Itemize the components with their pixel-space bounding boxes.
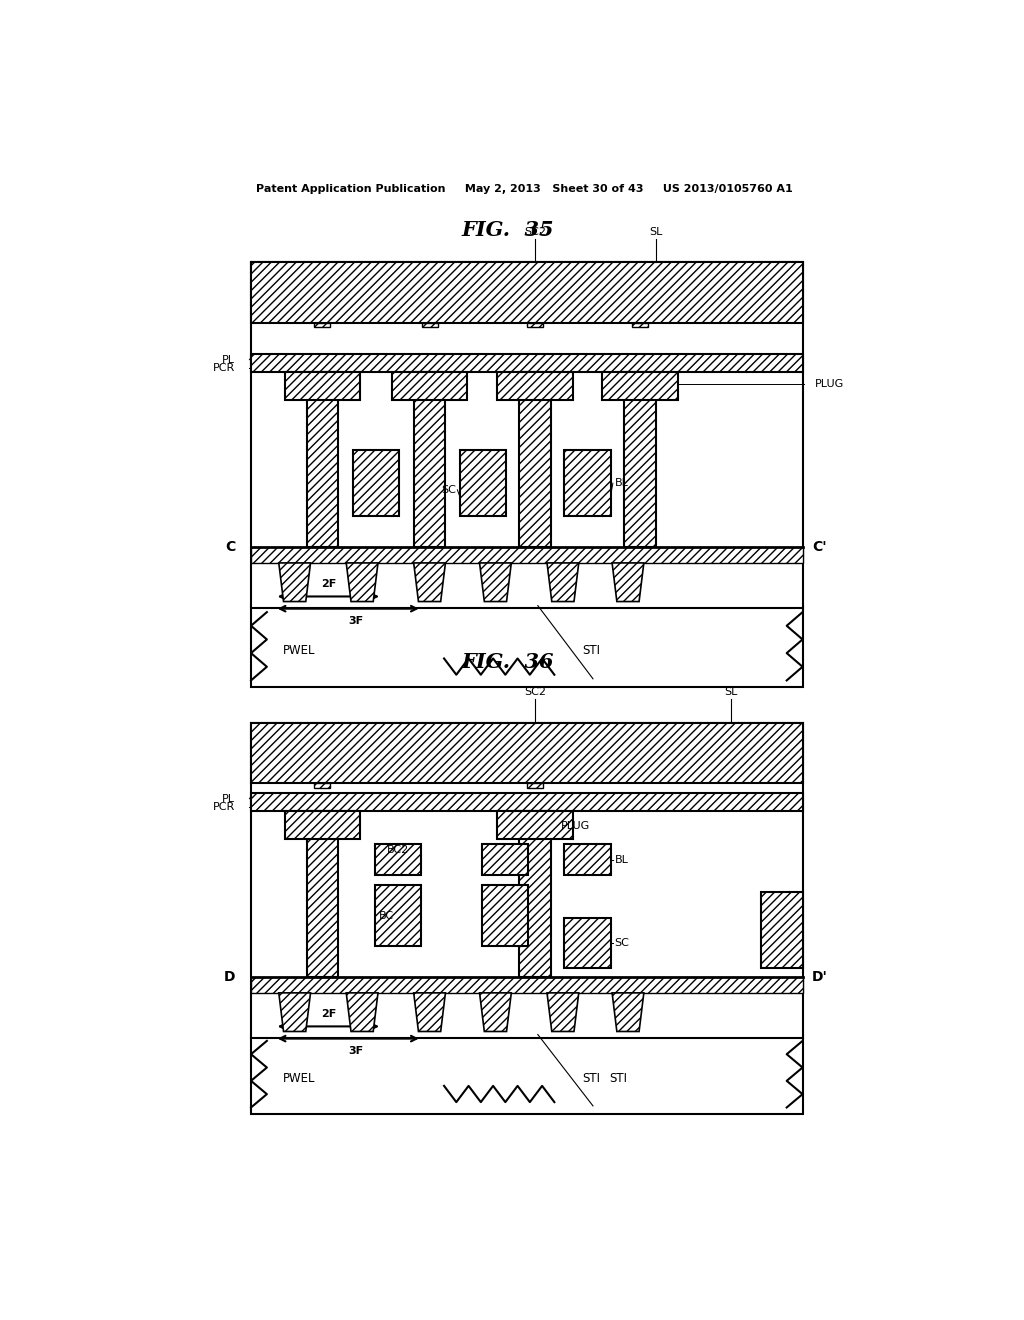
Polygon shape: [279, 562, 310, 602]
Text: PWEL: PWEL: [283, 1072, 315, 1085]
Bar: [251, 722, 803, 1038]
Bar: [460, 450, 506, 516]
Bar: [352, 450, 398, 516]
Polygon shape: [479, 562, 511, 602]
Text: SL: SL: [724, 688, 738, 697]
Bar: [251, 546, 803, 562]
Text: SC2: SC2: [524, 227, 546, 236]
Bar: [564, 450, 610, 516]
Bar: [564, 845, 610, 875]
Text: PLUG: PLUG: [560, 821, 590, 832]
Bar: [482, 845, 528, 875]
Bar: [375, 886, 421, 946]
Text: STI: STI: [582, 644, 600, 657]
Text: BC: BC: [379, 911, 394, 920]
Polygon shape: [346, 993, 378, 1031]
Polygon shape: [414, 562, 445, 602]
Bar: [251, 263, 803, 323]
Bar: [251, 263, 803, 607]
Bar: [422, 323, 437, 327]
Text: STI: STI: [609, 1072, 628, 1085]
Text: L: L: [492, 1007, 498, 1018]
Bar: [251, 722, 803, 784]
Text: STI: STI: [582, 1072, 600, 1085]
Text: C': C': [812, 540, 826, 553]
Text: 3F: 3F: [348, 1045, 364, 1056]
Text: 3F: 3F: [348, 616, 364, 626]
Bar: [306, 810, 338, 977]
Bar: [519, 372, 551, 546]
Polygon shape: [479, 993, 511, 1031]
Polygon shape: [279, 993, 310, 1031]
Bar: [632, 323, 648, 327]
Bar: [761, 892, 803, 969]
Text: BC2: BC2: [387, 845, 409, 854]
Text: Patent Application Publication     May 2, 2013   Sheet 30 of 43     US 2013/0105: Patent Application Publication May 2, 20…: [256, 183, 794, 194]
Text: PL: PL: [222, 793, 236, 804]
Bar: [251, 1035, 803, 1114]
Bar: [251, 792, 803, 810]
Bar: [314, 323, 331, 327]
Polygon shape: [612, 562, 644, 602]
Bar: [414, 372, 445, 546]
Text: L: L: [426, 577, 432, 587]
Bar: [251, 606, 803, 686]
Text: SC2: SC2: [524, 688, 546, 697]
Bar: [624, 372, 655, 546]
Text: FIG.  36: FIG. 36: [461, 652, 554, 672]
Bar: [375, 845, 421, 875]
Text: SC: SC: [614, 939, 630, 948]
Bar: [498, 810, 572, 840]
Bar: [285, 372, 360, 400]
Text: BL: BL: [614, 478, 629, 488]
Bar: [285, 810, 360, 840]
Text: PCR: PCR: [213, 801, 236, 812]
Text: 2F: 2F: [321, 1010, 336, 1019]
Bar: [482, 886, 528, 946]
Text: C: C: [225, 540, 236, 553]
Bar: [498, 372, 572, 400]
Text: BL: BL: [614, 855, 629, 865]
Bar: [251, 354, 803, 372]
Bar: [602, 372, 678, 400]
Polygon shape: [547, 993, 579, 1031]
Bar: [314, 784, 331, 788]
Polygon shape: [612, 993, 644, 1031]
Polygon shape: [414, 993, 445, 1031]
Bar: [527, 323, 543, 327]
Bar: [564, 917, 610, 969]
Bar: [306, 372, 338, 546]
Text: SL: SL: [649, 227, 663, 236]
Text: PL: PL: [222, 355, 236, 364]
Bar: [392, 372, 467, 400]
Bar: [251, 977, 803, 993]
Polygon shape: [547, 562, 579, 602]
Text: PLUG: PLUG: [814, 379, 844, 389]
Text: FIG.  35: FIG. 35: [461, 219, 554, 239]
Text: 2F: 2F: [321, 579, 336, 589]
Polygon shape: [346, 562, 378, 602]
Bar: [519, 810, 551, 977]
Bar: [527, 784, 543, 788]
Text: PWEL: PWEL: [283, 644, 315, 657]
Text: PCR: PCR: [213, 363, 236, 372]
Text: D: D: [223, 970, 236, 983]
Text: SC: SC: [441, 484, 456, 495]
Text: D': D': [812, 970, 828, 983]
